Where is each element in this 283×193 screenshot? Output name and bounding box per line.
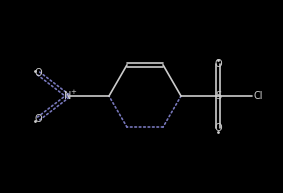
Text: Cl: Cl [254, 91, 263, 101]
Text: S: S [215, 91, 221, 101]
Text: O: O [214, 123, 222, 133]
Text: O: O [34, 68, 42, 78]
Text: O: O [214, 59, 222, 69]
Text: +: + [70, 89, 76, 95]
Text: N: N [64, 91, 72, 101]
Text: O: O [34, 114, 42, 124]
